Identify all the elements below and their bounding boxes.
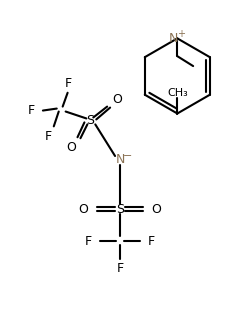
Text: CH₃: CH₃ — [167, 88, 188, 98]
Text: F: F — [65, 77, 72, 90]
Text: O: O — [78, 203, 88, 216]
Text: S: S — [116, 203, 124, 216]
Text: N: N — [115, 154, 125, 166]
Text: −: − — [123, 151, 132, 161]
Text: F: F — [85, 235, 92, 247]
Text: S: S — [86, 114, 94, 127]
Text: +: + — [177, 30, 185, 40]
Text: F: F — [44, 130, 51, 143]
Text: F: F — [148, 235, 155, 247]
Text: O: O — [112, 93, 122, 106]
Text: F: F — [27, 104, 35, 117]
Text: O: O — [67, 141, 77, 154]
Text: O: O — [152, 203, 162, 216]
Text: F: F — [116, 262, 124, 275]
Text: N: N — [169, 32, 178, 45]
